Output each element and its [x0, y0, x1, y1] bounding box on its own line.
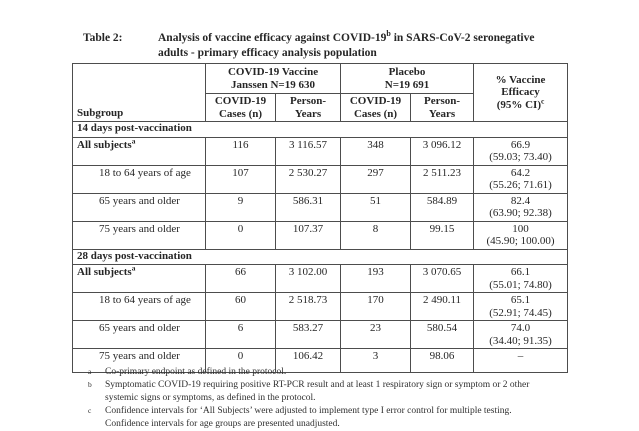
vaccine-cases-cell: 116: [205, 136, 276, 166]
column-header-placebo-person-years: Person- Years: [410, 93, 475, 122]
vaccine-cases-cell: 0: [205, 220, 276, 250]
placebo-cases-cell: 3: [340, 348, 412, 373]
efficacy-table: Subgroup COVID-19 Vaccine Janssen N=19 6…: [71, 63, 569, 373]
table-row: 75 years and older 0 106.42 3 98.06 –: [72, 348, 569, 373]
vaccine-cases-cell: 60: [205, 292, 276, 321]
column-header-vaccine-cases: COVID-19 Cases (n): [205, 93, 276, 122]
placebo-person-years-cell: 3 096.12: [410, 136, 475, 166]
subgroup-cell: All subjectsa: [72, 135, 206, 166]
efficacy-cell: 65.1 (52.91; 74.45): [473, 292, 569, 321]
vaccine-cases-cell: 107: [205, 164, 276, 194]
placebo-cases-cell: 193: [340, 264, 412, 293]
column-header-vaccine-person-years: Person- Years: [274, 93, 342, 122]
vaccine-person-years-cell: 583.27: [274, 320, 342, 349]
footnote-c: c Confidence intervals for ‘All Subjects…: [88, 406, 512, 429]
section-header-14-days: 14 days post-vaccination: [71, 121, 569, 138]
placebo-person-years-cell: 3 070.65: [410, 264, 475, 293]
vaccine-person-years-cell: 2 518.73: [274, 292, 342, 321]
table-caption: Table 2: Analysis of vaccine efficacy ag…: [83, 29, 535, 61]
table-caption-text: Analysis of vaccine efficacy against COV…: [158, 29, 535, 61]
column-header-subgroup: Subgroup: [72, 63, 206, 122]
section-header-label: 14 days post-vaccination: [71, 121, 569, 138]
footnote-b: b Symptomatic COVID-19 requiring positiv…: [88, 380, 530, 403]
vaccine-cases-cell: 0: [205, 348, 276, 373]
column-header-efficacy: % Vaccine Efficacy (95% CI)c: [473, 63, 569, 122]
placebo-person-years-cell: 2 490.11: [410, 292, 475, 321]
placebo-person-years-cell: 98.06: [410, 348, 475, 373]
subgroup-cell: 18 to 64 years of age: [72, 292, 206, 321]
efficacy-cell: 82.4 (63.90; 92.38): [473, 192, 569, 222]
placebo-cases-cell: 51: [340, 192, 412, 222]
efficacy-cell: 74.0 (34.40; 91.35): [473, 320, 569, 349]
column-header-placebo-cases: COVID-19 Cases (n): [340, 93, 412, 122]
vaccine-cases-cell: 66: [205, 264, 276, 293]
footnotes: a Co-primary endpoint as defined in the …: [88, 366, 529, 431]
header-group-row: Subgroup COVID-19 Vaccine Janssen N=19 6…: [72, 63, 569, 122]
vaccine-person-years-cell: 3 102.00: [274, 264, 342, 293]
subgroup-cell: 75 years and older: [72, 220, 206, 250]
footnote-marker: a: [88, 367, 92, 376]
vaccine-person-years-cell: 586.31: [274, 192, 342, 222]
vaccine-person-years-cell: 3 116.57: [274, 136, 342, 166]
table-caption-line1: Analysis of vaccine efficacy against COV…: [158, 29, 535, 44]
table-row: 18 to 64 years of age 60 2 518.73 170 2 …: [72, 292, 569, 321]
table-row: All subjectsa 66 3 102.00 193 3 070.65 6…: [72, 263, 569, 293]
footnote-a: a Co-primary endpoint as defined in the …: [88, 367, 287, 377]
column-group-placebo: Placebo N=19 691: [340, 63, 475, 94]
vaccine-person-years-cell: 2 530.27: [274, 164, 342, 194]
placebo-cases-cell: 23: [340, 320, 412, 349]
footnote-marker: b: [88, 380, 92, 389]
subgroup-cell: 65 years and older: [72, 192, 206, 222]
header-sub-row: COVID-19 Cases (n) Person- Years COVID-19 C…: [73, 93, 568, 122]
vaccine-person-years-cell: 107.37: [274, 220, 342, 250]
row-footnote-marker: a: [131, 135, 136, 145]
placebo-cases-cell: 170: [340, 292, 412, 321]
subgroup-cell: 65 years and older: [72, 320, 206, 349]
placebo-person-years-cell: 99.15: [410, 220, 475, 250]
title-footnote-marker: b: [386, 29, 391, 39]
section-header-label: 28 days post-vaccination: [71, 248, 569, 265]
placebo-cases-cell: 348: [340, 136, 412, 166]
vaccine-cases-cell: 6: [205, 320, 276, 349]
table-row: 65 years and older 6 583.27 23 580.54 74…: [72, 320, 569, 349]
placebo-person-years-cell: 580.54: [410, 320, 475, 349]
placebo-cases-cell: 8: [340, 220, 412, 250]
efficacy-cell: –: [473, 348, 569, 373]
section-header-28-days: 28 days post-vaccination: [71, 248, 569, 265]
vaccine-cases-cell: 9: [205, 192, 276, 222]
vaccine-person-years-cell: 106.42: [274, 348, 342, 373]
column-group-vaccine: COVID-19 Vaccine Janssen N=19 630: [204, 63, 342, 94]
footnote-marker: c: [88, 406, 92, 415]
table-row: All subjectsa 116 3 116.57 348 3 096.12 …: [72, 135, 569, 166]
subgroup-cell: All subjectsa: [72, 263, 206, 293]
efficacy-cell: 66.1 (55.01; 74.80): [473, 264, 569, 293]
table-caption-label: Table 2:: [83, 32, 123, 44]
efficacy-cell: 100 (45.90; 100.00): [473, 220, 569, 250]
table-row: 75 years and older 0 107.37 8 99.15 100(…: [72, 220, 569, 250]
subgroup-cell: 75 years and older: [72, 348, 206, 373]
table-row: 18 to 64 years of age 107 2 530.27 297 2…: [72, 164, 569, 194]
table-row: 65 years and older 9 586.31 51 584.89 82…: [72, 192, 569, 222]
placebo-cases-cell: 297: [340, 164, 412, 194]
subgroup-cell: 18 to 64 years of age: [72, 164, 206, 194]
table-caption-line2: adults - primary efficacy analysis popul…: [158, 47, 377, 59]
placebo-person-years-cell: 584.89: [410, 192, 475, 222]
efficacy-footnote-marker: c: [541, 96, 545, 106]
efficacy-cell: 64.2 (55.26; 71.61): [473, 164, 569, 194]
efficacy-cell: 66.9 (59.03; 73.40): [473, 136, 569, 166]
placebo-person-years-cell: 2 511.23: [410, 164, 475, 194]
row-footnote-marker: a: [131, 263, 136, 273]
